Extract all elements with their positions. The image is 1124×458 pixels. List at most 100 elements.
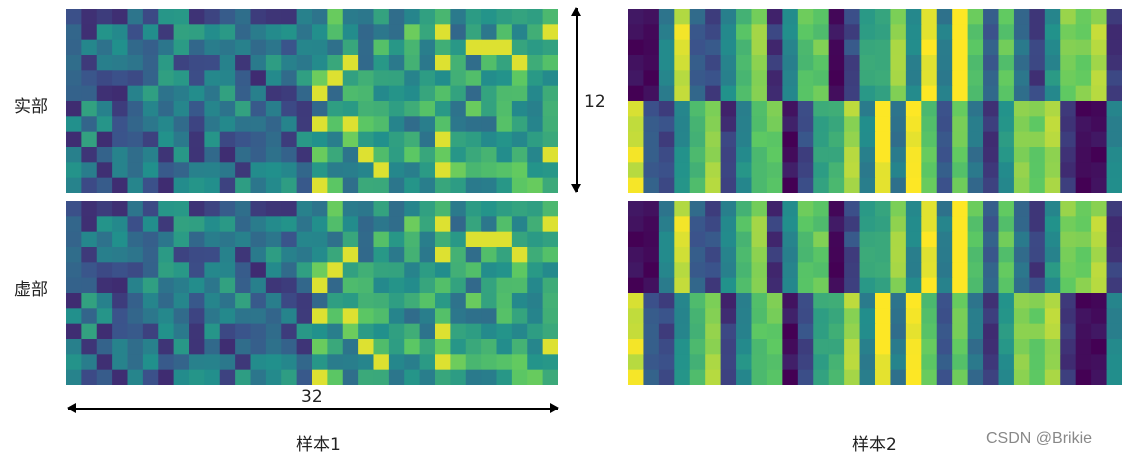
heatmap-cell	[736, 277, 753, 294]
heatmap-cell	[158, 201, 175, 217]
heatmap-cell	[158, 293, 175, 309]
heatmap-cell	[81, 339, 98, 355]
heatmap-cell	[404, 162, 421, 179]
heatmap-cell	[173, 308, 190, 325]
heatmap-cell	[1106, 116, 1123, 133]
heatmap-cell	[736, 85, 753, 102]
heatmap-cell	[628, 354, 645, 371]
heatmap-cell	[952, 216, 969, 233]
heatmap-cell	[813, 131, 830, 148]
heatmap-cell	[643, 147, 660, 163]
heatmap-cell	[1075, 354, 1092, 371]
heatmap-cell	[720, 308, 737, 325]
heatmap-cell	[250, 9, 267, 25]
heatmap-cell	[1060, 147, 1077, 163]
heatmap-cell	[844, 162, 861, 179]
heatmap-cell	[81, 216, 98, 233]
heatmap-cell	[358, 201, 375, 217]
heatmap-cell	[766, 101, 783, 117]
heatmap-cell	[967, 55, 984, 71]
heatmap-cell	[312, 116, 328, 133]
heatmap-cell	[1075, 201, 1092, 217]
heatmap-cell	[527, 354, 544, 371]
heatmap-cell	[936, 147, 953, 163]
heatmap-cell	[81, 201, 98, 217]
heatmap-cell	[404, 369, 421, 386]
heatmap-cell	[766, 293, 783, 309]
heatmap-cell	[736, 262, 753, 279]
heatmap-cell	[1106, 231, 1123, 248]
heatmap-cell	[905, 201, 922, 217]
heatmap-cell	[173, 85, 190, 102]
heatmap-cell	[1044, 231, 1061, 248]
heatmap-cell	[998, 131, 1015, 148]
heatmap-cell	[496, 247, 513, 263]
heatmap-cell	[952, 39, 969, 56]
heatmap-cell	[358, 262, 375, 279]
heatmap-cell	[720, 85, 737, 102]
heatmap-cell	[112, 162, 129, 179]
heatmap-cell	[844, 24, 861, 41]
sample1-imag-heatmap	[66, 201, 559, 386]
heatmap-cell	[674, 231, 691, 248]
heatmap-cell	[1075, 369, 1092, 386]
heatmap-cell	[327, 162, 344, 179]
heatmap-cell	[250, 216, 267, 233]
heatmap-cell	[1091, 55, 1108, 71]
heatmap-cell	[967, 216, 984, 233]
heatmap-cell	[720, 24, 737, 41]
heatmap-cell	[66, 216, 82, 233]
heatmap-cell	[751, 231, 768, 248]
heatmap-cell	[1044, 308, 1061, 325]
heatmap-cell	[875, 147, 892, 163]
heatmap-cell	[219, 177, 236, 194]
heatmap-cell	[481, 308, 498, 325]
heatmap-cell	[967, 277, 984, 294]
heatmap-cell	[766, 116, 783, 133]
heatmap-cell	[936, 131, 953, 148]
heatmap-cell	[689, 247, 706, 263]
heatmap-cell	[998, 277, 1015, 294]
heatmap-cell	[265, 231, 282, 248]
heatmap-cell	[1091, 9, 1108, 25]
heatmap-cell	[481, 216, 498, 233]
heatmap-cell	[689, 293, 706, 309]
heatmap-cell	[96, 354, 113, 371]
heatmap-cell	[797, 116, 814, 133]
heatmap-cell	[736, 131, 753, 148]
heatmap-cell	[373, 147, 390, 163]
heatmap-cell	[1013, 162, 1030, 179]
heatmap-cell	[189, 277, 205, 294]
heatmap-cell	[312, 201, 328, 217]
heatmap-cell	[952, 262, 969, 279]
heatmap-cell	[404, 24, 421, 41]
heatmap-cell	[527, 369, 544, 386]
heatmap-cell	[496, 116, 513, 133]
heatmap-cell	[890, 247, 907, 263]
heatmap-cell	[983, 231, 1000, 248]
heatmap-cell	[204, 101, 221, 117]
heatmap-cell	[983, 247, 1000, 263]
heatmap-cell	[327, 39, 344, 56]
heatmap-cell	[905, 39, 922, 56]
heatmap-cell	[142, 262, 159, 279]
heatmap-cell	[797, 131, 814, 148]
heatmap-cell	[173, 39, 190, 56]
heatmap-cell	[235, 9, 252, 25]
heatmap-cell	[496, 277, 513, 294]
heatmap-cell	[189, 101, 205, 117]
heatmap-cell	[373, 262, 390, 279]
heatmap-cell	[952, 116, 969, 133]
heatmap-cell	[496, 339, 513, 355]
heatmap-cell	[720, 55, 737, 71]
heatmap-cell	[342, 101, 359, 117]
heatmap-cell	[511, 9, 528, 25]
heatmap-cell	[921, 247, 938, 263]
heatmap-cell	[705, 24, 722, 41]
heatmap-cell	[859, 177, 876, 194]
heatmap-cell	[998, 201, 1015, 217]
heatmap-cell	[481, 116, 498, 133]
imag-part-label: 虚部	[14, 280, 48, 300]
heatmap-cell	[1091, 201, 1108, 217]
heatmap-cell	[450, 85, 467, 102]
